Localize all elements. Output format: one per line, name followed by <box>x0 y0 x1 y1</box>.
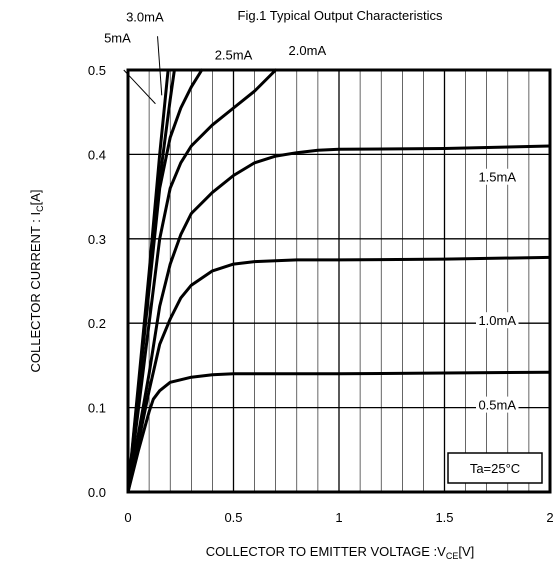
y-tick-label: 0.4 <box>88 147 106 162</box>
plot-frame <box>126 68 552 494</box>
series-label-1.5mA: 1.5mA <box>478 170 516 185</box>
series-curve-1.0mA <box>126 255 552 494</box>
annotation-text: Ta=25°C <box>470 461 520 476</box>
series-curve-5mA <box>126 68 170 494</box>
y-tick-label: 0.5 <box>88 63 106 78</box>
y-tick-label: 0.0 <box>88 485 106 500</box>
x-axis-label-sub: CE <box>446 551 459 561</box>
x-axis-label: COLLECTOR TO EMITTER VOLTAGE :VCE[V] <box>206 544 475 561</box>
series-label-2.5mA: 2.5mA <box>215 47 253 62</box>
x-tick-label: 0 <box>124 510 131 525</box>
x-tick-label: 1 <box>335 510 342 525</box>
series-label-bg <box>286 42 329 59</box>
series-label-3.0mA: 3.0mA <box>126 9 164 24</box>
chart-title: Fig.1 Typical Output Characteristics <box>238 8 443 23</box>
x-tick-label: 1.5 <box>435 510 453 525</box>
series-label-2.0mA: 2.0mA <box>289 43 327 58</box>
x-axis-label-main: COLLECTOR TO EMITTER VOLTAGE :V <box>206 544 446 559</box>
series-labels: 0.5mA 1.0mA 1.5mA 2.0mA 2.5mA 3.0mA 5mA <box>103 8 519 413</box>
series-label-bg <box>476 396 519 413</box>
x-tick-label: 0.5 <box>224 510 242 525</box>
series-label-0.5mA: 0.5mA <box>478 398 516 413</box>
series-label-bg <box>212 46 255 63</box>
minor-grid <box>148 70 530 492</box>
series-curves <box>126 68 552 494</box>
y-tick-label: 0.2 <box>88 316 106 331</box>
annotation-box <box>447 452 543 484</box>
series-curve-0.5mA <box>126 370 552 494</box>
series-label-bg <box>103 29 132 46</box>
series-label-bg <box>476 168 519 185</box>
y-tick-label: 0.3 <box>88 232 106 247</box>
x-axis-label-unit: [V] <box>458 544 474 559</box>
series-curve-1.5mA <box>126 144 552 494</box>
series-label-bg <box>123 8 167 25</box>
series-label-bg <box>476 312 519 329</box>
x-tick-label: 2 <box>546 510 553 525</box>
temperature-annotation: Ta=25°C <box>447 452 543 484</box>
tick-labels: 0 0.5 1 1.5 2 0.0 0.1 0.2 0.3 0.4 0.5 <box>88 63 554 525</box>
series-label-5mA: 5mA <box>104 30 131 45</box>
y-axis-label-unit: [A] <box>28 189 43 205</box>
y-tick-label: 0.1 <box>88 401 106 416</box>
series-curve-2.0mA <box>126 68 278 494</box>
y-axis-label: COLLECTOR CURRENT : IC[A] <box>28 189 45 372</box>
y-axis-label-main: COLLECTOR CURRENT : I <box>28 212 43 373</box>
series-label-1.0mA: 1.0mA <box>478 313 516 328</box>
y-axis-label-sub: C <box>35 205 45 212</box>
leader-line-3.0mA <box>157 36 163 96</box>
